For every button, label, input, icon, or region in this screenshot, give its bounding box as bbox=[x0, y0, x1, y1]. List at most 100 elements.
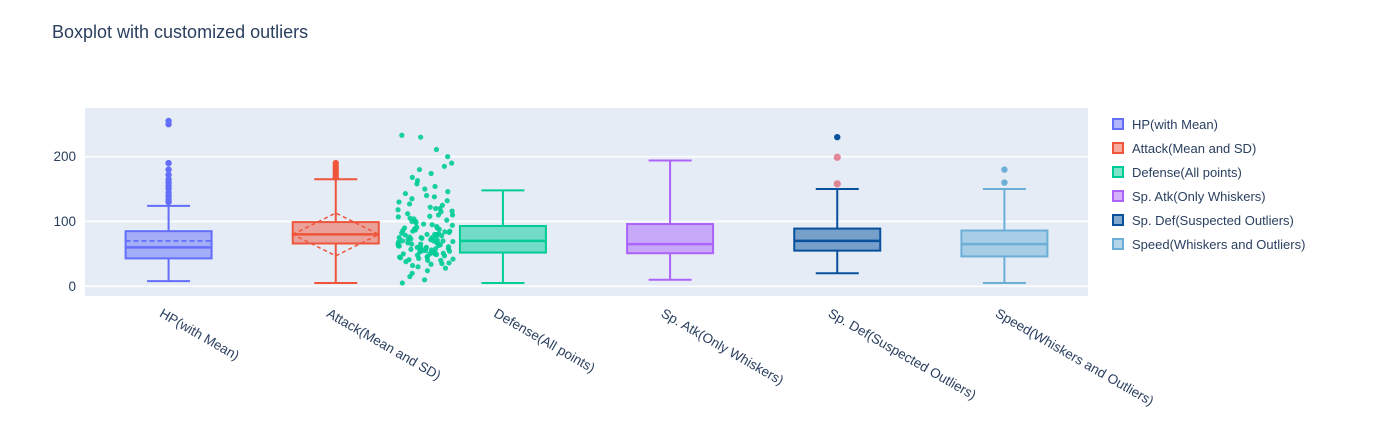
outlier-point[interactable] bbox=[165, 159, 172, 167]
data-point[interactable] bbox=[449, 212, 456, 218]
data-point[interactable] bbox=[427, 204, 433, 210]
data-point[interactable] bbox=[438, 257, 444, 263]
data-point[interactable] bbox=[406, 257, 412, 263]
data-point[interactable] bbox=[436, 231, 442, 237]
outlier-point[interactable] bbox=[165, 171, 172, 178]
data-point[interactable] bbox=[433, 146, 440, 153]
legend-item[interactable]: Attack(Mean and SD) bbox=[1112, 141, 1305, 156]
data-point[interactable] bbox=[429, 222, 435, 228]
data-point[interactable] bbox=[433, 246, 439, 252]
box-trace-sp-atk-only-whiskers[interactable] bbox=[626, 159, 715, 281]
data-point[interactable] bbox=[406, 234, 413, 240]
data-point[interactable] bbox=[418, 235, 424, 241]
data-point[interactable] bbox=[399, 238, 406, 244]
data-point[interactable] bbox=[450, 238, 456, 245]
data-point[interactable] bbox=[422, 186, 428, 192]
data-point[interactable] bbox=[427, 213, 433, 219]
data-point[interactable] bbox=[409, 174, 415, 180]
data-point[interactable] bbox=[415, 264, 421, 270]
legend-item[interactable]: Sp. Def(Suspected Outliers) bbox=[1112, 213, 1305, 228]
box-trace-sp-def-suspected-outliers[interactable] bbox=[793, 133, 882, 275]
suspected-outlier-point[interactable] bbox=[833, 153, 841, 161]
data-point[interactable] bbox=[396, 199, 402, 205]
outlier-point[interactable] bbox=[165, 166, 172, 173]
box-trace-hp-with-mean[interactable] bbox=[124, 117, 213, 283]
data-point[interactable] bbox=[405, 211, 411, 217]
data-point[interactable] bbox=[399, 280, 405, 286]
data-point[interactable] bbox=[449, 222, 455, 228]
data-point[interactable] bbox=[431, 194, 437, 200]
data-point[interactable] bbox=[397, 254, 403, 260]
data-point[interactable] bbox=[396, 235, 402, 241]
data-point[interactable] bbox=[421, 277, 428, 283]
data-point[interactable] bbox=[444, 198, 450, 204]
data-point[interactable] bbox=[395, 239, 402, 245]
data-point[interactable] bbox=[401, 225, 408, 231]
data-point[interactable] bbox=[444, 217, 450, 223]
data-point[interactable] bbox=[432, 183, 438, 190]
data-point[interactable] bbox=[418, 134, 424, 140]
data-point[interactable] bbox=[408, 246, 414, 252]
data-point[interactable] bbox=[418, 241, 424, 247]
data-point[interactable] bbox=[445, 244, 452, 250]
box-trace-attack-mean-and-sd[interactable] bbox=[291, 159, 381, 285]
legend-item[interactable]: Speed(Whiskers and Outliers) bbox=[1112, 237, 1305, 252]
outlier-point[interactable] bbox=[165, 117, 172, 125]
data-point[interactable] bbox=[395, 207, 401, 213]
outlier-point[interactable] bbox=[834, 133, 841, 141]
data-point[interactable] bbox=[400, 251, 406, 257]
legend-swatch-icon bbox=[1112, 238, 1124, 250]
data-point[interactable] bbox=[428, 170, 434, 177]
legend-item[interactable]: Defense(All points) bbox=[1112, 165, 1305, 180]
box-trace-defense-all-points[interactable] bbox=[395, 132, 547, 286]
legend-item[interactable]: Sp. Atk(Only Whiskers) bbox=[1112, 189, 1305, 204]
box-trace-speed-whiskers-and-outliers[interactable] bbox=[960, 166, 1049, 285]
data-point[interactable] bbox=[424, 268, 431, 274]
outlier-point[interactable] bbox=[1001, 179, 1008, 186]
data-point[interactable] bbox=[434, 237, 440, 243]
data-point[interactable] bbox=[445, 154, 451, 160]
legend-swatch-icon bbox=[1112, 142, 1124, 154]
data-point[interactable] bbox=[449, 160, 455, 166]
data-point[interactable] bbox=[409, 196, 415, 202]
outlier-point[interactable] bbox=[165, 176, 172, 183]
data-point[interactable] bbox=[414, 224, 420, 230]
suspected-outlier-point[interactable] bbox=[833, 180, 841, 188]
data-point[interactable] bbox=[440, 250, 446, 256]
data-point[interactable] bbox=[446, 260, 452, 266]
data-point[interactable] bbox=[449, 208, 455, 214]
outlier-point[interactable] bbox=[332, 159, 339, 167]
data-point[interactable] bbox=[402, 190, 409, 197]
data-point[interactable] bbox=[409, 270, 415, 276]
data-point[interactable] bbox=[423, 244, 429, 250]
outlier-point[interactable] bbox=[1001, 166, 1008, 173]
data-point[interactable] bbox=[450, 256, 456, 262]
data-point[interactable] bbox=[428, 247, 435, 253]
legend-item[interactable]: HP(with Mean) bbox=[1112, 117, 1305, 132]
data-point[interactable] bbox=[442, 229, 448, 235]
data-point[interactable] bbox=[406, 201, 413, 207]
x-tick-label: Sp. Atk(Only Whiskers) bbox=[659, 306, 787, 388]
data-point[interactable] bbox=[407, 215, 413, 221]
data-point[interactable] bbox=[414, 178, 421, 184]
x-tick-label: Attack(Mean and SD) bbox=[324, 306, 443, 384]
data-point[interactable] bbox=[428, 261, 434, 267]
data-point[interactable] bbox=[421, 221, 427, 227]
data-point[interactable] bbox=[440, 238, 446, 244]
data-point[interactable] bbox=[441, 163, 447, 169]
data-point[interactable] bbox=[442, 265, 449, 271]
data-point[interactable] bbox=[409, 262, 416, 269]
data-point[interactable] bbox=[445, 189, 451, 195]
data-point[interactable] bbox=[447, 228, 453, 234]
data-point[interactable] bbox=[395, 214, 401, 220]
data-point[interactable] bbox=[423, 192, 430, 199]
data-point[interactable] bbox=[439, 202, 446, 208]
data-point[interactable] bbox=[399, 132, 405, 138]
data-point[interactable] bbox=[434, 224, 440, 230]
plot-background[interactable] bbox=[85, 108, 1088, 296]
data-point[interactable] bbox=[432, 249, 438, 256]
data-point[interactable] bbox=[433, 205, 439, 212]
data-point[interactable] bbox=[416, 166, 423, 173]
data-point[interactable] bbox=[424, 231, 430, 238]
